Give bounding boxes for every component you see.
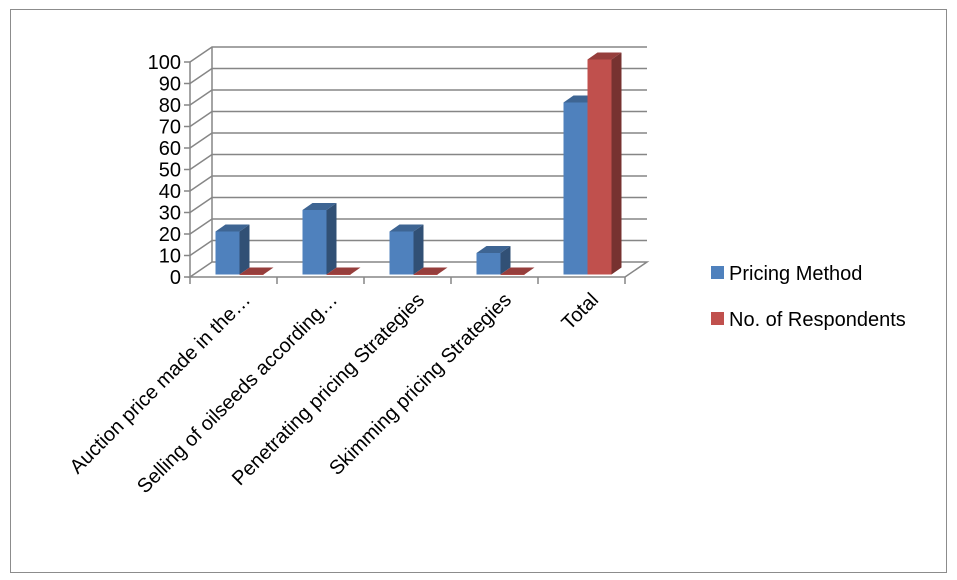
y-tick-label: 30 bbox=[159, 203, 181, 225]
legend: Pricing Method No. of Respondents bbox=[711, 263, 906, 331]
bar-side bbox=[500, 246, 511, 275]
bar-pricing-method bbox=[215, 224, 250, 275]
bar-front bbox=[587, 59, 612, 275]
y-tick-label: 0 bbox=[170, 267, 181, 289]
bar-front bbox=[215, 231, 240, 275]
bar-side bbox=[413, 224, 424, 275]
bar-front bbox=[302, 210, 327, 275]
legend-swatch bbox=[711, 312, 724, 325]
bar-side bbox=[611, 52, 622, 275]
y-tick-label: 90 bbox=[159, 74, 181, 96]
legend-item-respondents: No. of Respondents bbox=[711, 309, 906, 331]
legend-label: No. of Respondents bbox=[729, 309, 906, 331]
gridline bbox=[189, 196, 647, 214]
bar-front bbox=[326, 274, 351, 275]
bar-front bbox=[563, 102, 588, 275]
bar-top bbox=[326, 267, 361, 275]
bar-side bbox=[326, 203, 337, 275]
y-tick-label: 70 bbox=[159, 117, 181, 139]
x-category-label: Auction price made in the… bbox=[66, 289, 255, 478]
y-tick-label: 20 bbox=[159, 224, 181, 246]
y-tick-label: 100 bbox=[148, 52, 181, 74]
legend-swatch bbox=[711, 266, 724, 279]
y-tick-label: 40 bbox=[159, 181, 181, 203]
bar-top bbox=[215, 224, 250, 232]
bar-top bbox=[587, 52, 622, 60]
bar-respondents bbox=[413, 267, 448, 275]
bar-pricing-method bbox=[389, 224, 424, 275]
gridline bbox=[189, 175, 647, 192]
bar-respondents bbox=[326, 267, 361, 275]
bar-respondents bbox=[239, 267, 274, 275]
bar-front bbox=[239, 274, 264, 275]
legend-label: Pricing Method bbox=[729, 263, 862, 285]
bar-respondents bbox=[587, 52, 622, 275]
gridline bbox=[189, 153, 647, 171]
bar-top bbox=[413, 267, 448, 275]
gridline bbox=[189, 239, 647, 257]
bar-top bbox=[500, 267, 535, 275]
bar-side bbox=[239, 224, 250, 275]
x-axis-tick-labels: Auction price made in the…Selling of oil… bbox=[66, 277, 626, 498]
bar-respondents bbox=[500, 267, 535, 275]
bar-front bbox=[500, 274, 525, 275]
bar-top bbox=[239, 267, 274, 275]
gridline bbox=[189, 110, 647, 128]
bar-pricing-method bbox=[302, 203, 337, 275]
bar-front bbox=[476, 253, 501, 275]
bars bbox=[215, 52, 622, 275]
legend-item-pricing-method: Pricing Method bbox=[711, 263, 862, 285]
bar-top bbox=[389, 224, 424, 232]
x-category-label: Total bbox=[558, 289, 603, 334]
gridline bbox=[189, 46, 647, 63]
bar-front bbox=[413, 274, 438, 275]
gridline bbox=[189, 89, 647, 106]
y-tick-label: 60 bbox=[159, 138, 181, 160]
gridline bbox=[189, 132, 647, 149]
bar-front bbox=[389, 231, 414, 275]
chart-frame bbox=[10, 9, 947, 573]
bar-top bbox=[476, 246, 511, 253]
gridlines bbox=[189, 46, 647, 257]
x-category-label: Skimming pricing Strategies bbox=[325, 289, 516, 480]
y-tick-label: 10 bbox=[159, 246, 181, 268]
bar-top bbox=[302, 203, 337, 210]
gridline bbox=[189, 67, 647, 85]
y-tick-label: 80 bbox=[159, 95, 181, 117]
gridline bbox=[189, 218, 647, 235]
y-tick-label: 50 bbox=[159, 160, 181, 182]
bar-pricing-method bbox=[476, 246, 511, 275]
